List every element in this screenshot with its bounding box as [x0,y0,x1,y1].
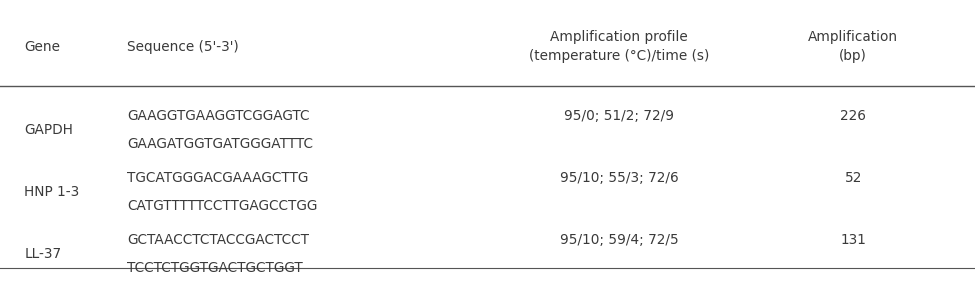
Text: LL-37: LL-37 [24,247,61,261]
Text: GCTAACCTCTACCGACTCCT: GCTAACCTCTACCGACTCCT [127,233,309,247]
Text: Sequence (5'-3'): Sequence (5'-3') [127,39,239,54]
Text: GAAGGTGAAGGTCGGAGTC: GAAGGTGAAGGTCGGAGTC [127,109,309,123]
Text: TCCTCTGGTGACTGCTGGT: TCCTCTGGTGACTGCTGGT [127,261,302,276]
Text: 95/10; 59/4; 72/5: 95/10; 59/4; 72/5 [560,233,679,247]
Text: 131: 131 [840,233,866,247]
Text: HNP 1-3: HNP 1-3 [24,185,80,199]
Text: 95/10; 55/3; 72/6: 95/10; 55/3; 72/6 [560,171,679,185]
Text: GAAGATGGTGATGGGATTTC: GAAGATGGTGATGGGATTTC [127,137,313,151]
Text: CATGTTTTTCCTTGAGCCTGG: CATGTTTTTCCTTGAGCCTGG [127,199,317,213]
Text: Gene: Gene [24,39,60,54]
Text: 95/0; 51/2; 72/9: 95/0; 51/2; 72/9 [565,109,674,123]
Text: Amplification
(bp): Amplification (bp) [808,30,898,63]
Text: 226: 226 [840,109,866,123]
Text: Amplification profile
(temperature (°C)/time (s): Amplification profile (temperature (°C)/… [528,30,710,63]
Text: 52: 52 [844,171,862,185]
Text: TGCATGGGACGAAAGCTTG: TGCATGGGACGAAAGCTTG [127,171,308,185]
Text: GAPDH: GAPDH [24,123,73,137]
